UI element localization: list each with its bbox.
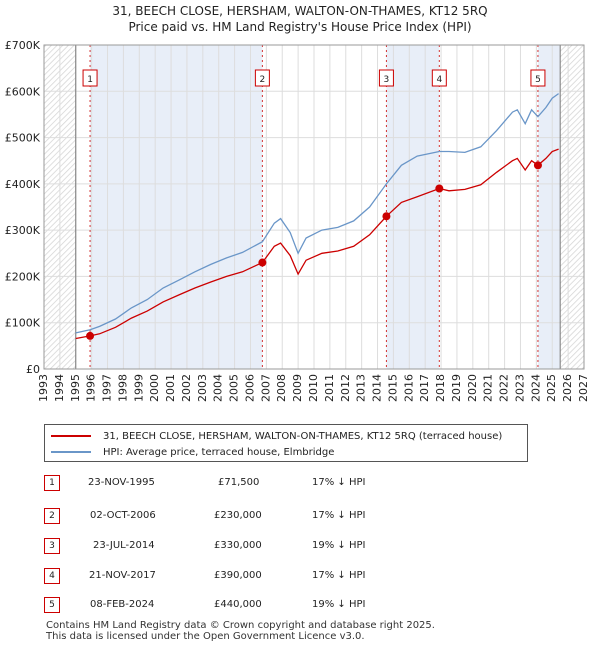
sale-price: £440,000 [214,599,262,610]
sale-badge: 4 [44,568,60,584]
sale-point [435,184,444,193]
x-tick-label: 2008 [275,374,288,402]
y-tick-label: £300K [5,224,41,237]
chart-subtitle: Price paid vs. HM Land Registry's House … [128,20,472,34]
x-tick-label: 2025 [545,374,558,402]
x-tick-label: 2011 [323,374,336,402]
y-tick-label: £500K [5,132,41,145]
y-tick-label: £0 [26,363,40,376]
x-tick-label: 2003 [196,374,209,402]
x-tick-label: 2000 [148,374,161,402]
x-tick-label: 2006 [243,374,256,402]
sale-hpi-diff: 17% ↓ HPI [312,510,366,521]
footer-licence: This data is licensed under the Open Gov… [46,631,365,642]
x-tick-label: 2015 [386,374,399,402]
sale-marker-label: 2 [260,75,266,85]
x-tick-label: 1999 [132,374,145,402]
sale-price: £390,000 [214,570,262,581]
legend-swatch-property [51,435,91,437]
legend-label-hpi: HPI: Average price, terraced house, Elmb… [103,446,335,458]
y-tick-label: £100K [5,317,41,330]
footer-copyright: Contains HM Land Registry data © Crown c… [46,620,435,631]
x-tick-label: 2026 [561,374,574,402]
x-tick-label: 2018 [434,374,447,402]
legend-swatch-hpi [51,451,91,453]
sale-price: £71,500 [218,477,260,488]
sale-date: 23-JUL-2014 [93,540,155,551]
y-tick-label: £700K [5,39,41,52]
sale-marker-label: 4 [436,75,442,85]
x-tick-label: 2014 [371,374,384,402]
y-tick-label: £200K [5,270,41,283]
x-tick-label: 2002 [180,374,193,402]
x-tick-label: 2009 [291,374,304,402]
sale-hpi-diff: 17% ↓ HPI [312,570,366,581]
plot-frame [43,44,585,370]
sale-price: £230,000 [214,510,262,521]
legend: 31, BEECH CLOSE, HERSHAM, WALTON-ON-THAM… [44,424,528,462]
x-tick-label: 2020 [466,374,479,402]
x-tick-label: 2012 [339,374,352,402]
x-tick-label: 2001 [164,374,177,402]
x-tick-label: 2010 [307,374,320,402]
sale-marker-box [431,69,447,87]
x-tick-label: 2024 [529,374,542,402]
sale-marker-label: 1 [87,75,93,85]
sale-date: 23-NOV-1995 [88,477,155,488]
y-tick-label: £600K [5,85,41,98]
sale-point [86,331,95,340]
sale-point [382,212,391,221]
x-tick-label: 2016 [402,374,415,402]
x-tick-label: 2017 [418,374,431,402]
sale-date: 21-NOV-2017 [89,570,156,581]
sale-marker-box [254,69,270,87]
future-hatch [560,45,584,369]
sale-badge: 1 [44,475,60,491]
x-tick-label: 1995 [69,374,82,402]
x-tick-label: 2022 [498,374,511,402]
legend-item-hpi: HPI: Average price, terraced house, Elmb… [51,445,334,459]
price-chart: 1 2 3 4 5 £0 £100K £200K £300K £400K £500K £600K £70… [5,39,590,402]
x-tick-label: 2023 [513,374,526,402]
x-tick-label: 2013 [355,374,368,402]
sale-marker-label: 3 [384,75,390,85]
y-tick-label: £400K [5,178,41,191]
sale-hpi-diff: 19% ↓ HPI [312,540,366,551]
sale-point [533,161,542,170]
legend-item-property: 31, BEECH CLOSE, HERSHAM, WALTON-ON-THAM… [51,429,502,443]
sale-date: 02-OCT-2006 [90,510,156,521]
x-tick-label: 2004 [212,374,225,402]
sale-badge: 3 [44,538,60,554]
sale-point [258,258,267,267]
sale-badge: 5 [44,597,60,613]
ownership-band [537,45,561,369]
x-tick-label: 1996 [85,374,98,402]
sale-price: £330,000 [214,540,262,551]
sale-date: 08-FEB-2024 [90,599,155,610]
x-tick-label: 1993 [37,374,50,402]
x-tick-label: 1994 [53,374,66,402]
x-tick-label: 2007 [259,374,272,402]
sale-marker-box [82,69,98,87]
property-price-line [75,148,559,340]
ownership-band [386,45,440,369]
x-tick-label: 1997 [101,374,114,402]
legend-label-property: 31, BEECH CLOSE, HERSHAM, WALTON-ON-THAM… [103,430,503,442]
x-tick-label: 2027 [577,374,590,402]
sale-hpi-diff: 19% ↓ HPI [312,599,366,610]
sale-marker-box [530,69,546,87]
x-tick-label: 2005 [228,374,241,402]
sale-marker-label: 5 [535,75,541,85]
x-tick-label: 1998 [116,374,129,402]
sale-marker-box [378,69,394,87]
x-tick-label: 2019 [450,374,463,402]
ownership-band [90,45,263,369]
x-tick-label: 2021 [482,374,495,402]
chart-title: 31, BEECH CLOSE, HERSHAM, WALTON-ON-THAM… [112,4,488,18]
sale-hpi-diff: 17% ↓ HPI [312,477,366,488]
hpi-line [75,93,559,334]
sale-badge: 2 [44,508,60,524]
